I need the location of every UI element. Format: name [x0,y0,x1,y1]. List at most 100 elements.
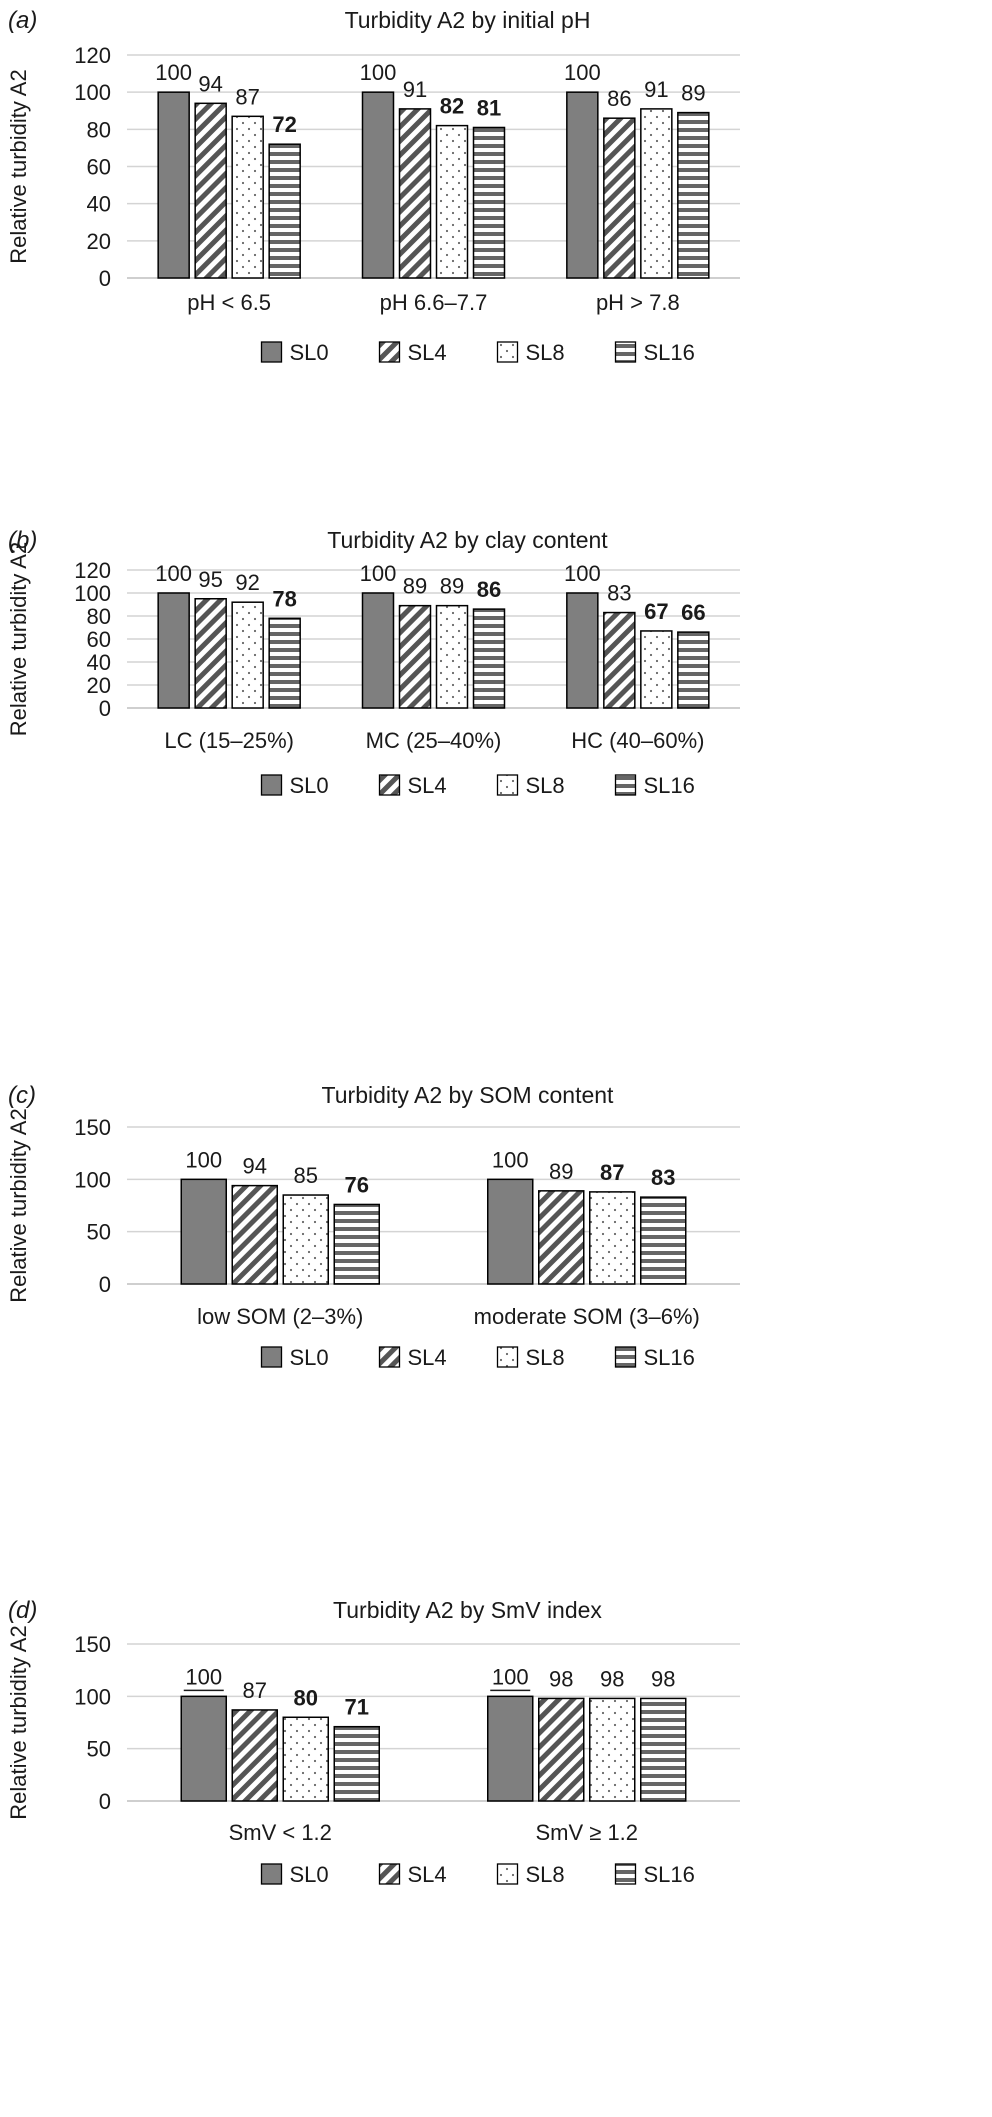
legend-label: SL4 [408,1345,447,1370]
data-label: 76 [345,1172,369,1197]
data-label: 80 [294,1685,318,1710]
bar-sl4 [398,604,432,709]
legend-label: SL4 [408,1862,447,1887]
x-tick-label: LC (15–25%) [164,728,294,753]
y-tick-label: 20 [87,229,111,254]
chart-title: Turbidity A2 by initial pH [345,7,591,33]
panel-label: (d) [8,1597,37,1624]
chart-panel-d: (d) Turbidity A2 by SmV index Relative tur… [0,1590,992,2110]
bar-sl0 [566,91,599,279]
data-label: 72 [272,112,296,137]
y-tick-label: 60 [87,627,111,652]
legend-swatch-sl0 [260,341,283,363]
data-label: 98 [600,1666,624,1691]
bar-sl0 [566,592,599,709]
bar-sl4 [603,611,636,709]
panel-label: (b) [8,527,37,554]
y-tick-label: 0 [99,266,111,291]
y-tick-label: 100 [74,1167,111,1192]
y-tick-label: 100 [74,80,111,105]
bar-sl16 [333,1725,380,1802]
bar-sl0 [157,592,190,709]
y-tick-label: 120 [74,558,111,583]
y-tick-label: 120 [74,43,111,68]
data-label: 98 [549,1666,573,1691]
legend-label: SL8 [526,1862,565,1887]
legend-label: SL16 [644,340,695,365]
legend-label: SL4 [408,773,447,798]
legend-label: SL4 [408,340,447,365]
chart-panel-a: (a) Turbidity A2 by initial pH Relative tu… [0,0,992,500]
data-label: 89 [403,574,427,599]
data-label: 66 [681,600,705,625]
y-tick-label: 20 [87,673,111,698]
bar-sl4 [194,598,227,709]
data-label: 100 [360,60,397,85]
data-label: 94 [198,71,222,96]
legend-swatch-sl0 [260,1346,283,1368]
bar-sl8 [640,630,673,709]
y-tick-label: 80 [87,117,111,142]
bar-sl16 [640,1697,687,1802]
bar-sl0 [180,1178,227,1285]
y-tick-label: 100 [74,1684,111,1709]
data-label: 85 [294,1163,318,1188]
x-tick-label: pH > 7.8 [596,290,680,315]
bar-sl4 [538,1697,585,1802]
chart-svg: (b) Turbidity A2 by clay content Relative … [6,527,740,798]
legend-swatch-sl8 [496,341,519,363]
legend-label: SL16 [644,1345,695,1370]
x-tick-label: SmV < 1.2 [229,1820,332,1845]
data-label: 87 [235,84,259,109]
data-label: 100 [492,1664,529,1689]
bar-sl0 [487,1178,534,1285]
bar-sl0 [157,91,190,279]
data-label: 81 [477,95,501,120]
legend-swatch-sl0 [260,1863,283,1885]
bar-sl4 [194,102,227,279]
data-label: 100 [185,1147,222,1172]
data-label: 87 [600,1160,624,1185]
bar-sl4 [603,117,636,279]
bar-sl8 [282,1716,329,1802]
y-tick-label: 150 [74,1115,111,1140]
data-label: 100 [492,1147,529,1172]
bar-sl4 [231,1709,278,1802]
legend-swatch-sl16 [614,774,637,796]
chart-panel-c: (c) Turbidity A2 by SOM content Relative t… [0,1075,992,1575]
y-axis-label: Relative turbidity A2 [6,542,31,736]
data-label: 83 [651,1165,675,1190]
bar-sl16 [677,631,710,709]
chart-svg: (d) Turbidity A2 by SmV index Relative tur… [6,1597,740,1887]
y-tick-label: 50 [87,1220,111,1245]
bar-sl0 [361,91,395,279]
x-tick-label: HC (40–60%) [571,728,704,753]
chart-svg: (c) Turbidity A2 by SOM content Relative t… [6,1082,740,1370]
data-label: 91 [644,77,668,102]
chart-title: Turbidity A2 by SmV index [333,1597,602,1623]
data-label: 71 [345,1695,369,1720]
bar-sl4 [398,108,432,279]
y-tick-label: 0 [99,1789,111,1814]
legend-swatch-sl4 [378,1346,401,1368]
y-tick-label: 0 [99,696,111,721]
data-label: 86 [477,577,501,602]
bar-sl16 [472,608,506,709]
bar-sl8 [435,124,469,279]
legend-label: SL8 [526,1345,565,1370]
data-label: 91 [403,77,427,102]
legend-swatch-sl8 [496,774,519,796]
legend-label: SL0 [290,340,329,365]
bar-sl4 [538,1190,585,1285]
bar-sl16 [268,617,301,709]
bar-sl16 [472,126,506,279]
bar-sl8 [640,108,673,279]
legend-swatch-sl16 [614,341,637,363]
bar-sl16 [268,143,301,279]
y-tick-label: 0 [99,1272,111,1297]
bar-sl8 [231,115,264,279]
bar-sl8 [589,1191,636,1285]
y-axis-label: Relative turbidity A2 [6,69,31,263]
data-label: 95 [198,567,222,592]
bar-sl4 [231,1184,278,1285]
